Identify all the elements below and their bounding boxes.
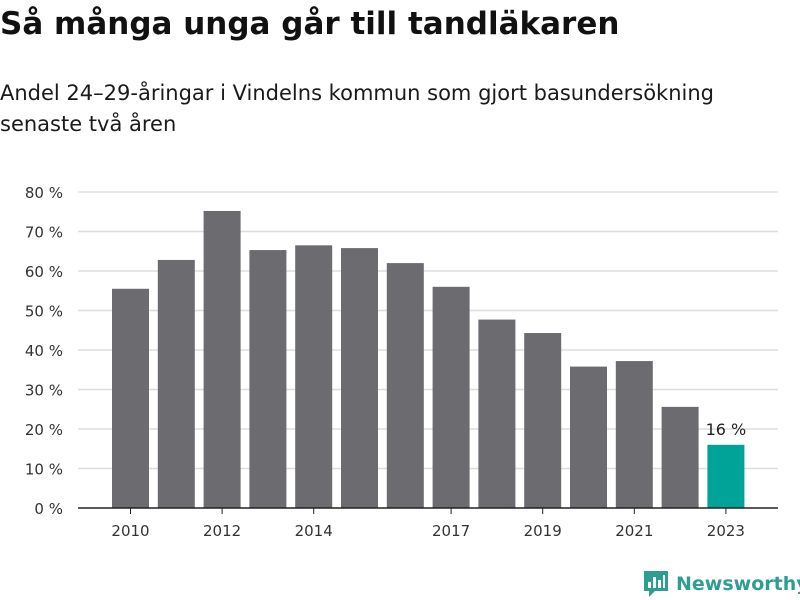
y-tick-label: 80 % <box>25 184 63 202</box>
y-tick-label: 0 % <box>34 500 63 518</box>
bar-2022 <box>661 406 699 508</box>
bar-2016 <box>386 263 424 508</box>
x-tick-label: 2017 <box>432 522 470 540</box>
bar-2018 <box>478 319 516 508</box>
x-tick-label: 2014 <box>295 522 333 540</box>
logo-text: Newsworthy <box>676 573 800 595</box>
y-tick-label: 30 % <box>25 382 63 400</box>
annotations: 16 % <box>706 420 747 439</box>
newsworthy-logo: Newsworthy <box>642 568 800 600</box>
x-tick-label: 2012 <box>203 522 241 540</box>
y-tick-label: 50 % <box>25 303 63 321</box>
highlight-data-label: 16 % <box>706 420 747 439</box>
bar-2010 <box>112 288 149 508</box>
y-tick-label: 10 % <box>25 461 63 479</box>
x-tick-labels: 2010 2012 2014 2017 2019 2021 2023 <box>111 508 745 540</box>
bar-2012 <box>203 210 241 508</box>
bars <box>112 210 745 508</box>
bar-2015 <box>341 248 378 508</box>
x-tick-label: 2023 <box>707 522 745 540</box>
y-tick-label: 70 % <box>25 224 63 242</box>
y-tick-label: 60 % <box>25 263 63 281</box>
chart-title: Så många unga går till tandläkaren <box>0 6 620 42</box>
bar-2017 <box>432 286 470 508</box>
bar-2019 <box>524 333 562 508</box>
bar-highlight-2023 <box>707 444 745 508</box>
x-tick-label: 2010 <box>111 522 149 540</box>
bar-2014 <box>295 245 333 508</box>
bar-chart: 0 % 10 % 20 % 30 % 40 % 50 % 60 % 70 % 80 % 2010… <box>25 184 778 540</box>
y-tick-label: 40 % <box>25 342 63 360</box>
y-tick-labels: 0 % 10 % 20 % 30 % 40 % 50 % 60 % 70 % 80 % <box>25 184 63 518</box>
bar-chart-speech-bubble-icon <box>644 571 668 597</box>
x-tick-label: 2019 <box>524 522 562 540</box>
bar-2013 <box>249 250 287 508</box>
bar-2011 <box>157 259 195 508</box>
y-tick-label: 20 % <box>25 421 63 439</box>
bar-2021 <box>615 361 653 508</box>
x-tick-label: 2021 <box>615 522 653 540</box>
chart-subtitle: Andel 24–29-åringar i Vindelns kommun so… <box>0 81 714 136</box>
bar-2020 <box>570 366 607 508</box>
